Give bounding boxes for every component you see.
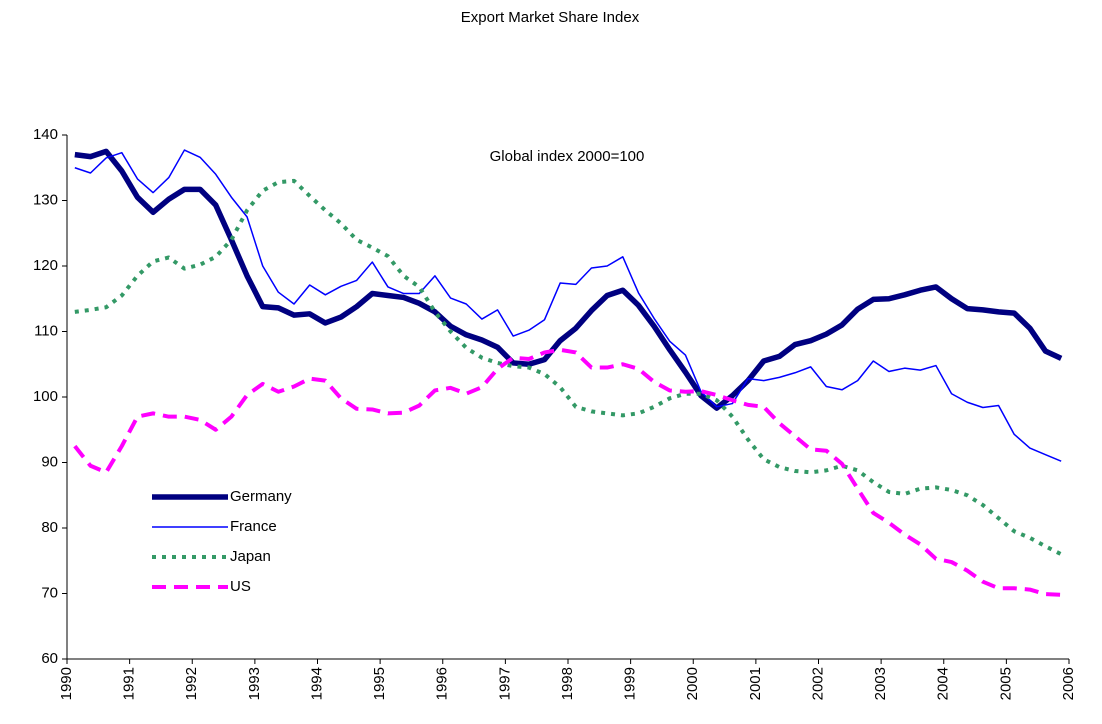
annotation: Global index 2000=100 xyxy=(490,148,645,165)
y-tick-label: 140 xyxy=(33,126,58,143)
y-tick-label: 110 xyxy=(34,322,58,339)
y-tick-label: 130 xyxy=(33,191,58,208)
series-line xyxy=(73,347,1062,597)
x-tick-label: 1995 xyxy=(371,667,388,700)
series-line xyxy=(74,148,1063,411)
x-tick-label: 1996 xyxy=(434,667,451,700)
x-tick-label: 2001 xyxy=(747,667,764,700)
y-tick-label: 60 xyxy=(41,650,58,667)
legend-label: Japan xyxy=(230,548,271,565)
x-tick-label: 1993 xyxy=(246,667,263,700)
chart-title: Export Market Share Index xyxy=(461,9,640,26)
x-tick-label: 2000 xyxy=(684,667,701,700)
legend-label: US xyxy=(230,578,251,595)
x-tick-label: 1990 xyxy=(58,667,75,700)
legend-label: Germany xyxy=(230,488,292,505)
x-tick-label: 2002 xyxy=(809,667,826,700)
x-tick-label: 1992 xyxy=(183,667,200,700)
series-line xyxy=(74,149,1062,462)
x-tick-label: 1998 xyxy=(559,667,576,700)
x-tick-label: 2006 xyxy=(1060,667,1077,700)
x-tick-label: 1991 xyxy=(121,667,138,700)
y-tick-label: 90 xyxy=(41,453,58,470)
y-tick-label: 80 xyxy=(41,519,58,536)
x-tick-label: 1999 xyxy=(622,667,639,700)
y-tick-label: 120 xyxy=(33,257,58,274)
x-tick-label: 2005 xyxy=(997,667,1014,700)
x-tick-label: 1997 xyxy=(496,667,513,700)
x-tick-label: 2003 xyxy=(872,667,889,700)
y-tick-label: 70 xyxy=(41,584,58,601)
x-tick-label: 2004 xyxy=(935,667,952,700)
series-line xyxy=(74,178,1063,556)
y-tick-label: 100 xyxy=(33,388,58,405)
legend-label: France xyxy=(230,518,277,535)
x-tick-label: 1994 xyxy=(308,667,325,700)
